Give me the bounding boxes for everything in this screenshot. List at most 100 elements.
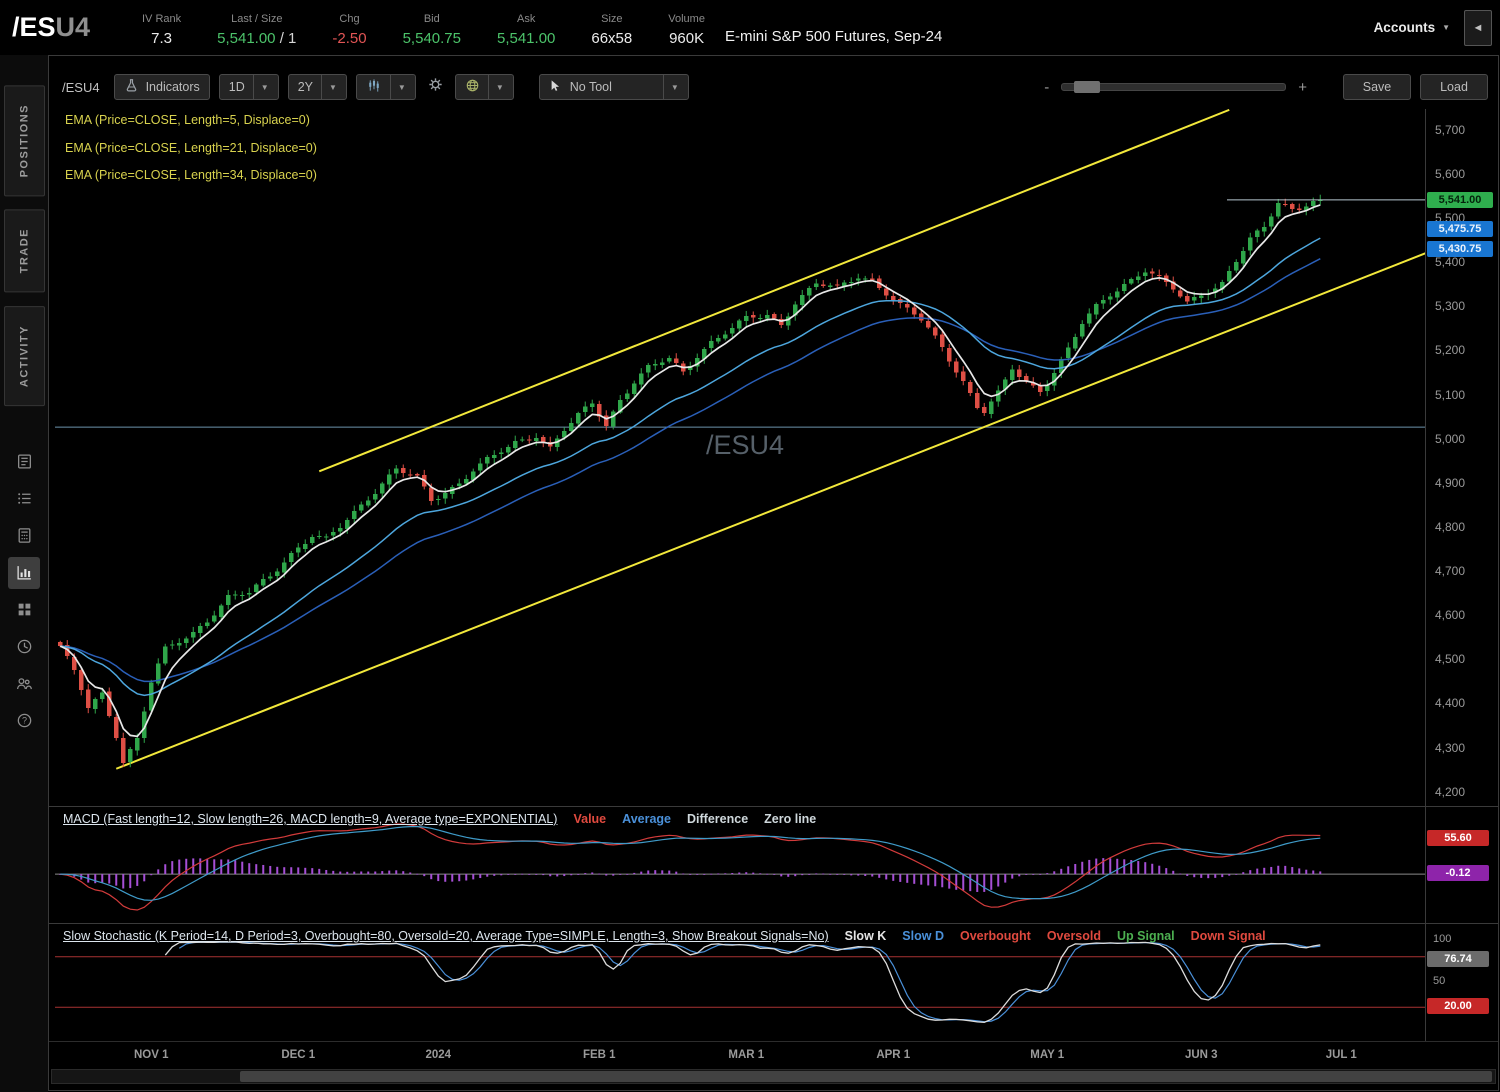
stat-value: 66x58 [591, 30, 633, 47]
sidebar-tab-rail: POSITIONS TRADE ACTIVITY [3, 85, 45, 406]
stat-chg: Chg -2.50 [332, 13, 366, 47]
news-icon[interactable] [8, 446, 40, 478]
price-axis-label: 5,200 [1435, 343, 1466, 358]
stat-value: 5,541.00 / 1 [217, 30, 297, 47]
sidebar-tab-activity[interactable]: ACTIVITY [3, 305, 45, 406]
help-icon[interactable]: ? [8, 705, 40, 737]
price-axis-label: 4,900 [1435, 475, 1466, 490]
stat-label: Size [601, 13, 623, 25]
svg-text:/ESU4: /ESU4 [706, 430, 784, 460]
stat-label: Volume [668, 13, 705, 25]
zoom-control: - + [1041, 79, 1310, 96]
collapse-panel-button[interactable]: ◄ [1464, 9, 1492, 46]
legend-overbought: Overbought [959, 929, 1031, 943]
stat-ask: Ask 5,541.00 [497, 13, 555, 47]
zoom-out-button[interactable]: - [1044, 78, 1050, 96]
flask-icon [124, 78, 139, 96]
chart-type-dropdown[interactable]: ▼ [355, 74, 416, 100]
svg-text:?: ? [21, 716, 26, 726]
legend-value: Value [573, 812, 607, 826]
legend-up-signal: Up Signal [1117, 929, 1175, 943]
stochastic-study-title[interactable]: Slow Stochastic (K Period=14, D Period=3… [63, 929, 829, 943]
time-axis: NOV 1 DEC 1 2024 FEB 1 MAR 1 APR 1 MAY 1 JUN 3 J… [49, 1041, 1498, 1068]
sidebar-tab-trade[interactable]: TRADE [3, 209, 45, 293]
aggregation-dropdown[interactable]: 1D ▼ [218, 74, 279, 100]
time-axis-label: 2024 [425, 1049, 452, 1061]
price-axis-label: 5,100 [1435, 387, 1466, 402]
zoom-slider[interactable] [1061, 81, 1287, 93]
chevron-down-icon: ▼ [487, 75, 504, 99]
zoom-in-button[interactable]: + [1298, 78, 1307, 96]
macd-value-bubble: 55.60 [1427, 830, 1489, 847]
trade-ticket-icon[interactable] [8, 520, 40, 552]
axis-separator [1425, 109, 1426, 1041]
chevron-down-icon: ▼ [662, 75, 679, 99]
stat-bid: Bid 5,540.75 [403, 13, 461, 47]
watchlist-icon[interactable] [8, 483, 40, 515]
legend-down-signal: Down Signal [1190, 929, 1266, 943]
range-dropdown[interactable]: 2Y ▼ [287, 74, 347, 100]
time-axis-label: MAR 1 [728, 1049, 765, 1061]
sidebar-tab-positions[interactable]: POSITIONS [3, 85, 45, 197]
price-axis-label: 5,300 [1435, 299, 1466, 314]
stat-value: 960K [669, 30, 705, 47]
chevron-left-icon: ◄ [1472, 21, 1484, 34]
time-axis-label: DEC 1 [281, 1049, 316, 1061]
accounts-label: Accounts [1373, 20, 1436, 35]
stat-volume: Volume 960K [668, 13, 705, 47]
apps-grid-icon[interactable] [8, 594, 40, 626]
stat-label: IV Rank [142, 13, 182, 25]
chart-scrollbar[interactable] [51, 1069, 1496, 1084]
macd-value-bubble: -0.12 [1427, 865, 1489, 882]
save-button[interactable]: Save [1343, 74, 1411, 100]
ema-study-label[interactable]: EMA (Price=CLOSE, Length=5, Displace=0) [65, 113, 310, 127]
scrollbar-handle[interactable] [239, 1071, 1492, 1082]
globe-icon [465, 78, 480, 96]
indicators-button[interactable]: Indicators [113, 74, 210, 100]
price-bubble: 5,475.75 [1427, 220, 1493, 237]
price-plot[interactable]: /ESU4 EMA (Price=CLOSE, Length=5, Displac… [55, 109, 1425, 799]
load-button[interactable]: Load [1420, 74, 1488, 100]
history-clock-icon[interactable] [8, 631, 40, 663]
chevron-down-icon: ▼ [1442, 23, 1450, 32]
stat-value: 7.3 [151, 30, 172, 47]
stat-size: Size 66x58 [591, 13, 632, 47]
symbol-contract: U4 [55, 12, 91, 42]
macd-study-title[interactable]: MACD (Fast length=12, Slow length=26, MA… [63, 812, 558, 826]
ema-study-label[interactable]: EMA (Price=CLOSE, Length=21, Displace=0) [65, 140, 317, 155]
stochastic-value-bubble: 76.74 [1427, 950, 1489, 967]
legend-slow-k: Slow K [844, 929, 887, 943]
time-axis-label: FEB 1 [582, 1049, 616, 1061]
price-axis-label: 5,000 [1435, 431, 1466, 446]
stat-value: 5,541.00 [496, 30, 556, 47]
time-axis-label: JUL 1 [1325, 1049, 1357, 1061]
stochastic-axis-label: 100 [1433, 933, 1452, 945]
drawing-tool-dropdown[interactable]: No Tool ▼ [538, 74, 689, 100]
price-axis: 5,700 5,600 5,500 5,400 5,300 5,200 5,100 5,000… [1426, 109, 1498, 799]
chart-module: /ESU4 Indicators 1D ▼ 2Y ▼ ▼ ▼ No Tool ▼ [48, 55, 1499, 1091]
price-axis-label: 5,400 [1435, 255, 1466, 270]
stat-label: Bid [423, 13, 440, 25]
stat-label: Ask [517, 13, 536, 25]
time-axis-label: MAY 1 [1030, 1049, 1065, 1061]
chart-icon[interactable] [8, 556, 40, 589]
chart-settings-button[interactable] [425, 76, 446, 98]
price-chart-area[interactable]: /ESU4 EMA (Price=CLOSE, Length=5, Displac… [55, 109, 1425, 799]
legend-difference: Difference [687, 812, 749, 826]
zoom-slider-handle[interactable] [1074, 81, 1101, 93]
gear-icon [427, 76, 444, 98]
chevron-down-icon: ▼ [320, 75, 337, 99]
stochastic-study-row: Slow Stochastic (K Period=14, D Period=3… [63, 929, 1266, 943]
accounts-menu[interactable]: Accounts ▼ [1374, 20, 1450, 35]
price-axis-label: 4,200 [1435, 784, 1466, 799]
chevron-down-icon: ▼ [389, 75, 406, 99]
price-bubble: 5,541.00 [1427, 191, 1493, 208]
sessions-dropdown[interactable]: ▼ [454, 74, 514, 100]
chart-toolbar: /ESU4 Indicators 1D ▼ 2Y ▼ ▼ ▼ No Tool ▼ [57, 72, 1488, 102]
time-axis-label: JUN 3 [1184, 1049, 1218, 1061]
stat-value: 5,540.75 [402, 30, 461, 47]
community-icon[interactable] [8, 668, 40, 700]
price-bubble: 5,430.75 [1427, 240, 1493, 257]
ema-study-label[interactable]: EMA (Price=CLOSE, Length=34, Displace=0) [65, 168, 317, 182]
price-axis-label: 4,400 [1435, 696, 1466, 711]
